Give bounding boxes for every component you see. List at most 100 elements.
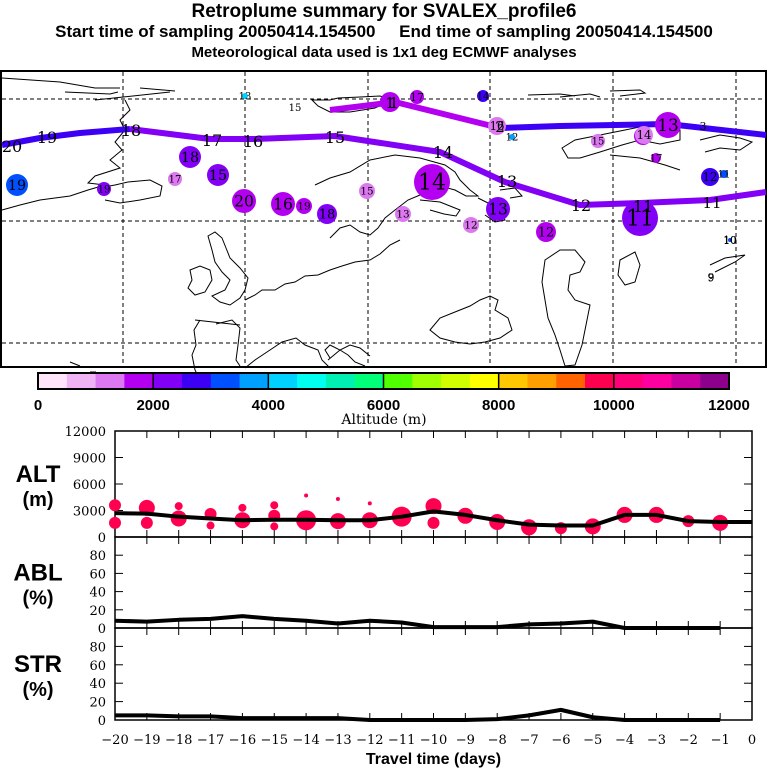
- colorbar-swatch: [181, 373, 212, 389]
- colorbar-swatch: [498, 373, 528, 389]
- cluster-day-label: 19: [8, 178, 26, 194]
- cluster-circle: [655, 112, 681, 138]
- cluster-day-label: 19: [297, 201, 310, 213]
- track-day-label: 14: [433, 143, 453, 162]
- cluster-day-label: 18: [319, 208, 336, 223]
- panel-ylabel: ALT: [16, 461, 61, 488]
- y-tick-label: 3000: [73, 505, 106, 520]
- cluster-day-label: 13: [239, 92, 252, 103]
- cluster-circle: [710, 277, 712, 279]
- panel-ylabel-unit: (m): [22, 489, 53, 511]
- cluster-circle: [720, 170, 728, 178]
- cluster-circle: [296, 198, 312, 214]
- track-day-label: 2: [495, 118, 505, 136]
- colorbar-swatch: [700, 373, 730, 389]
- colorbar-swatch: [585, 373, 615, 389]
- y-tick-label: 0: [98, 531, 106, 546]
- cluster-point: [367, 501, 372, 506]
- track-day-label: 13: [497, 172, 517, 191]
- cluster-circle: [395, 206, 411, 222]
- cluster-day-label: 12: [506, 133, 519, 144]
- x-axis-label: Travel time (days): [366, 751, 501, 768]
- cluster-circle: [179, 146, 201, 168]
- colorbar-tick-label: 8000: [482, 397, 515, 414]
- colorbar-swatch: [153, 373, 183, 389]
- main-track-segment: [1, 126, 131, 148]
- cluster-point: [238, 503, 247, 512]
- track-day-label: 9: [708, 271, 715, 284]
- track-day-label: 1: [389, 94, 399, 112]
- track-day-label: 20: [2, 137, 22, 156]
- panel-frame: [114, 627, 753, 721]
- colorbar-swatch: [95, 373, 125, 389]
- cluster-day-label: 14: [418, 171, 446, 196]
- cluster-circle: [651, 153, 661, 163]
- colorbar-swatch: [671, 373, 701, 389]
- cluster-day-label: 12: [703, 170, 718, 184]
- cluster-circle: [410, 90, 424, 104]
- panel-ylabel-unit: (%): [22, 679, 53, 701]
- x-tick-label: −18: [165, 733, 192, 748]
- x-tick-label: −14: [292, 733, 319, 748]
- cluster-point: [206, 521, 215, 530]
- colorbar-swatch: [469, 373, 500, 389]
- cluster-circle: [232, 189, 256, 213]
- cluster-point: [304, 493, 309, 498]
- main-track-segment: [129, 126, 767, 208]
- y-tick-label: 0: [98, 714, 106, 729]
- track-day-label: 17: [202, 131, 222, 150]
- cluster-day-label: 12: [538, 226, 555, 241]
- altitude-colorbar: 0 2000 4000 6000 8000 10000 12000: [34, 372, 750, 414]
- cluster-circle: [486, 197, 510, 221]
- coastlines: [1, 77, 754, 381]
- cluster-point: [174, 502, 183, 511]
- cluster-point: [270, 501, 279, 510]
- track-day-label: 16: [243, 132, 263, 151]
- y-tick-label: 40: [89, 586, 106, 601]
- cluster-point: [109, 499, 121, 512]
- cluster-circle: [380, 92, 400, 112]
- cluster-circle: [509, 134, 515, 140]
- track-day-label: 11: [702, 194, 721, 212]
- x-tick-label: −4: [615, 733, 634, 748]
- x-tick-label: −15: [261, 733, 288, 748]
- track-day-label: 15: [325, 128, 345, 147]
- x-tick-label: −20: [101, 733, 128, 748]
- colorbar-swatch: [239, 373, 269, 389]
- y-tick-label: 60: [89, 659, 106, 674]
- cluster-day-label: 13: [657, 115, 679, 135]
- colorbar-swatch: [210, 373, 241, 389]
- x-tick-label: −19: [133, 733, 160, 748]
- cluster-circle: [591, 134, 605, 148]
- cluster-circle: [536, 222, 556, 242]
- panel-ylabel: ABL: [13, 560, 62, 587]
- cluster-day-label: 11: [626, 207, 654, 232]
- colorbar-swatch: [297, 373, 327, 389]
- cluster-point: [521, 519, 538, 536]
- cluster-circle: [701, 168, 719, 186]
- cluster-day-label: 10: [724, 236, 737, 247]
- cluster-point: [427, 516, 440, 529]
- cluster-day-label: 15: [360, 186, 373, 198]
- cluster-circle: [97, 182, 111, 196]
- x-tick-label: −12: [356, 733, 383, 748]
- cluster-day-label: 16: [273, 195, 293, 213]
- cluster-circle: [622, 200, 658, 236]
- cluster-day-label: 1: [385, 94, 395, 112]
- colorbar-swatch: [527, 373, 557, 389]
- y-tick-label: 9000: [73, 452, 106, 467]
- cluster-day-label: 17: [169, 175, 182, 186]
- cluster-day-label: 14: [477, 92, 490, 103]
- colorbar-swatch: [383, 373, 413, 389]
- x-tick-label: −17: [197, 733, 224, 748]
- y-tick-label: 12000: [65, 425, 106, 440]
- cluster-day-label: 17: [650, 154, 663, 165]
- upper-track-segment: [499, 121, 767, 138]
- x-tick-label: −10: [420, 733, 447, 748]
- colorbar-label: Altitude (m): [340, 412, 426, 428]
- cluster-day-label: 15: [289, 103, 302, 114]
- alt-panel: 0 3000 6000 9000 12000 ALT(m): [16, 425, 753, 546]
